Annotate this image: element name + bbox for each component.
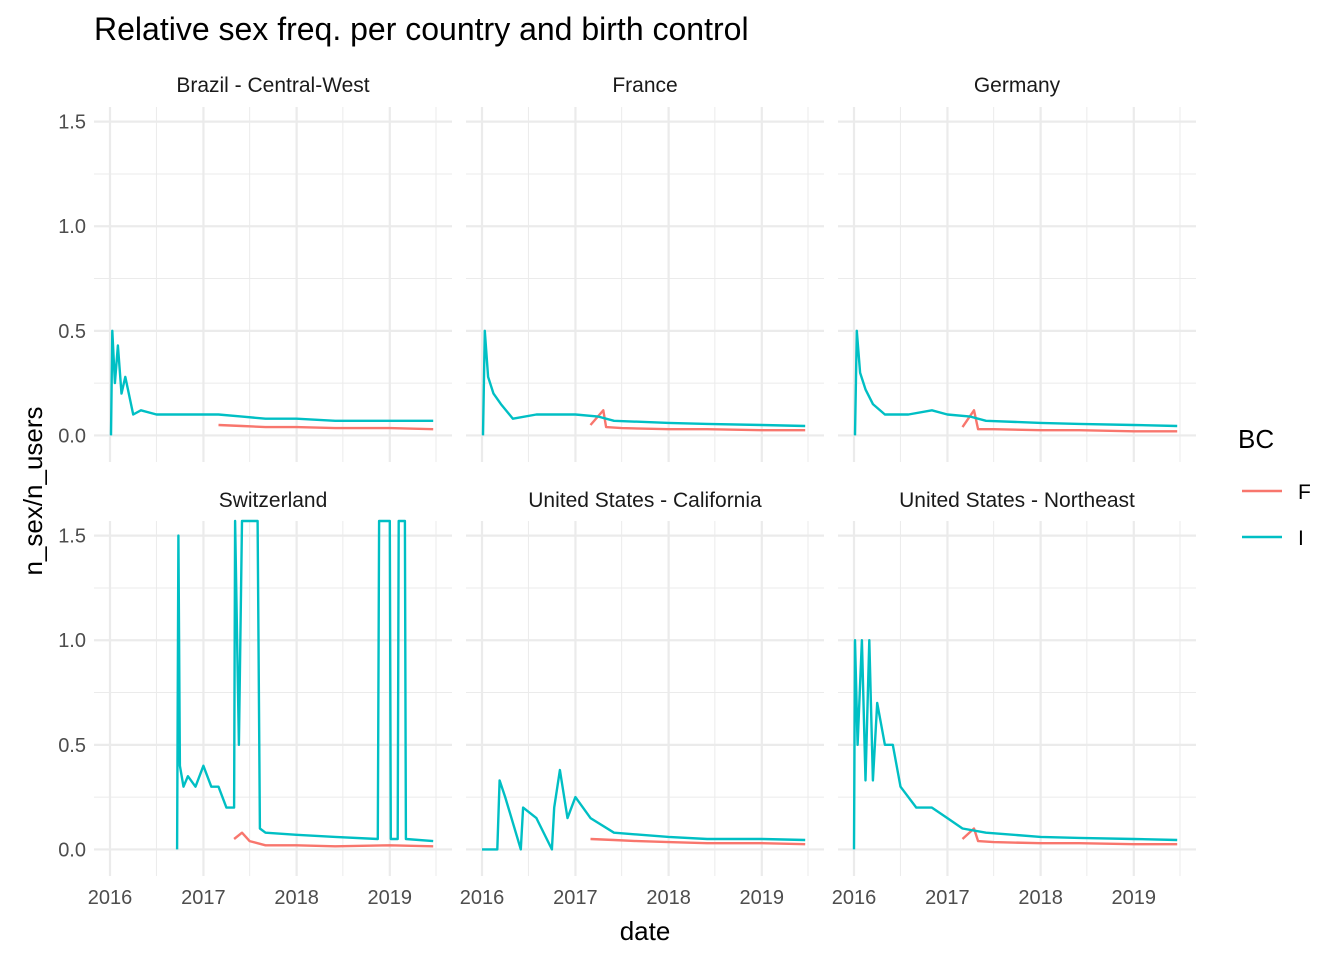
- x-tick-label: 2016: [88, 887, 133, 909]
- x-tick-label: 2019: [368, 887, 413, 909]
- y-tick-label: 1.0: [58, 630, 86, 652]
- x-tick-label: 2019: [740, 887, 785, 909]
- facet-strip-label: United States - California: [528, 489, 762, 512]
- series-line-i: [853, 329, 1178, 436]
- legend-label-f: F: [1298, 481, 1311, 504]
- x-tick-label: 2017: [181, 887, 226, 909]
- y-axis-title: n_sex/n_users: [18, 406, 48, 575]
- x-tick-label: 2018: [646, 887, 691, 909]
- series-line-i: [482, 768, 806, 851]
- legend: BC FI: [1238, 424, 1311, 550]
- series-line-i: [109, 329, 434, 436]
- x-tick-label: 2017: [553, 887, 598, 909]
- x-tick-label: 2017: [925, 887, 970, 909]
- facet-strip-label: France: [612, 74, 677, 97]
- facet-panel: France: [466, 74, 824, 462]
- y-tick-label: 0.5: [58, 735, 86, 757]
- legend-label-i: I: [1298, 527, 1304, 550]
- facet-panel: United States - California 2016 2017 2018 20…: [460, 489, 824, 909]
- series-line-i: [481, 329, 806, 436]
- series-line-f: [590, 837, 806, 846]
- chart-title: Relative sex freq. per country and birth…: [94, 11, 749, 47]
- y-tick-label: 1.5: [58, 526, 86, 548]
- facet-strip-label: United States - Northeast: [899, 489, 1135, 512]
- series-line-f: [218, 423, 434, 431]
- y-tick-label: 1.0: [58, 216, 86, 238]
- y-tick-label: 0.0: [58, 425, 86, 447]
- facet-panel: Switzerland 0.0 0.5 1.0 1.5 2016 2017 2018 2019: [58, 489, 452, 909]
- facet-panel: United States - Northeast 2016 2017 2018 201…: [832, 489, 1196, 909]
- facet-panel: Brazil - Central-West 0.0 0.5 1.0 1.5: [58, 74, 452, 462]
- series-line-i: [852, 639, 1178, 850]
- x-tick-label: 2016: [832, 887, 877, 909]
- y-tick-label: 0.0: [58, 839, 86, 861]
- series-line-i: [175, 519, 434, 850]
- series-line-f: [961, 827, 1178, 846]
- facet-panels: Brazil - Central-West 0.0 0.5 1.0 1.5 France G…: [58, 74, 1196, 909]
- facet-panel: Germany: [838, 74, 1196, 462]
- y-tick-label: 1.5: [58, 112, 86, 134]
- series-line-f: [961, 409, 1178, 433]
- legend-title: BC: [1238, 424, 1274, 454]
- y-tick-label: 0.5: [58, 321, 86, 343]
- facet-strip-label: Germany: [974, 74, 1061, 97]
- facet-strip-label: Brazil - Central-West: [176, 74, 369, 97]
- series-line-f: [233, 831, 434, 848]
- x-tick-label: 2016: [460, 887, 505, 909]
- facet-strip-label: Switzerland: [219, 489, 328, 512]
- series-line-f: [589, 409, 806, 432]
- x-tick-label: 2018: [1018, 887, 1063, 909]
- x-tick-label: 2018: [274, 887, 319, 909]
- x-axis-title: date: [620, 916, 671, 946]
- x-tick-label: 2019: [1112, 887, 1157, 909]
